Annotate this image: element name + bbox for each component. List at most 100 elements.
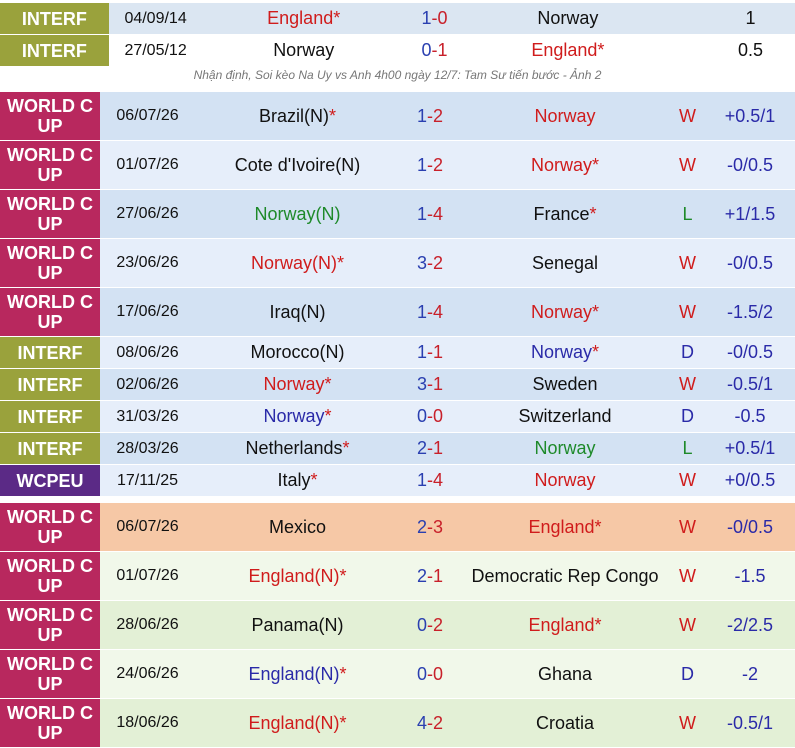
score: 1 -4 [416,301,444,322]
match-row: INTERF 31/03/26 Norway * 0 -0 Switzerland D -0.5 [0,401,795,433]
result: W [679,614,696,635]
home-team: Norway(N) [254,203,341,224]
home-team: Norway * [263,374,332,394]
home-team: England(N) * [248,565,347,586]
match-row: WORLD CUP 17/06/26 Iraq(N) 1 -4 Norway * W -1.5/… [0,288,795,337]
competition: WORLD CUP [0,650,100,698]
handicap: -0.5/1 [726,374,774,394]
result: L [682,438,693,458]
date: 23/06/26 [116,254,179,271]
away-team: Norway * [530,154,600,175]
handicap: -0/0.5 [726,154,774,175]
caption: Nhận định, Soi kèo Na Uy vs Anh 4h00 ngà… [193,68,602,82]
result: W [679,565,696,586]
score: 1 -1 [416,342,444,362]
match-row: INTERF 08/06/26 Morocco(N) 1 -1 Norway * D -0/0.… [0,337,795,369]
spacer [672,35,707,66]
away-team: Democratic Rep Congo [471,565,659,586]
handicap: -0/0.5 [726,516,774,537]
date: 27/05/12 [124,41,187,59]
result: W [679,374,696,394]
date: 28/06/26 [116,616,179,633]
date: 18/06/26 [116,714,179,731]
match-row: WORLD CUP 01/07/26 England(N) * 2 -1 Democrati… [0,552,795,601]
home-team: Italy * [277,470,318,490]
away-team: England * [528,614,602,635]
match-row: WORLD CUP 23/06/26 Norway(N) * 3 -2 Senegal W -0… [0,239,795,288]
match-row: WORLD CUP 06/07/26 Brazil(N) * 1 -2 Norway W +0.… [0,92,795,141]
date: 06/07/26 [116,518,179,535]
result: L [682,203,693,224]
away-team: Senegal [531,252,599,273]
away-team: Ghana [537,663,593,684]
match-row: WORLD CUP 27/06/26 Norway(N) 1 -4 France * L +1/… [0,190,795,239]
date: 04/09/14 [124,9,187,27]
handicap: +0.5/1 [724,105,776,126]
handicap: 1 [745,8,756,28]
home-team: Iraq(N) [269,301,326,322]
date: 01/07/26 [116,567,179,584]
score: 2 -1 [416,565,444,586]
home-team: Cote d'Ivoire(N) [234,154,361,175]
handicap: +0.5/1 [724,438,776,458]
home-team: England(N) * [248,712,347,733]
competition: WCPEU [0,465,100,496]
date: 17/06/26 [116,303,179,320]
handicap: +0/0.5 [724,470,776,490]
match-row: WORLD CUP 06/07/26 Mexico 2 -3 England * W -0/0.… [0,503,795,552]
match-row: WORLD CUP 01/07/26 Cote d'Ivoire(N) 1 -2 Norw… [0,141,795,190]
competition: WORLD CUP [0,190,100,238]
score: 1 -4 [416,470,444,490]
result: W [679,252,696,273]
match-row: INTERF 28/03/26 Netherlands * 2 -1 Norway L +0.5… [0,433,795,465]
away-team: England * [531,40,605,60]
handicap: -0/0.5 [726,342,774,362]
date: 06/07/26 [116,107,179,124]
away-team: Sweden [532,374,598,394]
competition: INTERF [0,3,109,34]
home-team: Norway(N) * [250,252,345,273]
score: 0 -0 [416,406,444,426]
date: 31/03/26 [116,407,179,425]
date: 17/11/25 [116,471,179,489]
date: 01/07/26 [116,156,179,173]
away-team: Norway [534,470,596,490]
match-row: WORLD CUP 18/06/26 England(N) * 4 -2 Croatia W -… [0,699,795,748]
result: D [681,406,694,426]
result: W [679,712,696,733]
score: 2 -1 [416,438,444,458]
score: 3 -1 [416,374,444,394]
score: 3 -2 [416,252,444,273]
competition: INTERF [0,401,100,432]
competition: WORLD CUP [0,92,100,140]
norway-form-table: WORLD CUP 06/07/26 Brazil(N) * 1 -2 Norway W +0.… [0,92,795,497]
handicap: +1/1.5 [724,203,776,224]
competition: WORLD CUP [0,288,100,336]
match-row: INTERF 27/05/12 Norway 0 -1 England * 0.5 [0,35,795,67]
score: 1 -4 [416,203,444,224]
home-team: Norway [273,40,335,60]
home-team: Morocco(N) [250,342,345,362]
away-team: England * [528,516,602,537]
handicap: -0.5 [734,406,766,426]
home-team: Panama(N) [251,614,344,635]
competition: WORLD CUP [0,552,100,600]
away-team: Switzerland [518,406,612,426]
score: 1 -2 [416,105,444,126]
head-to-head-table: INTERF 04/09/14 England * 1 -0 Norway 1 INTERF 27… [0,3,795,67]
result: W [679,301,696,322]
spacer [672,3,707,34]
score: 0 -1 [421,40,448,60]
competition: INTERF [0,35,109,66]
england-form-table: WORLD CUP 06/07/26 Mexico 2 -3 England * W -0/0.… [0,503,795,748]
competition: WORLD CUP [0,699,100,747]
match-row: INTERF 04/09/14 England * 1 -0 Norway 1 [0,3,795,35]
away-team: France * [533,203,597,224]
date: 28/03/26 [116,439,179,457]
score: 4 -2 [416,712,444,733]
competition: WORLD CUP [0,141,100,189]
match-row: INTERF 02/06/26 Norway * 3 -1 Sweden W -0.5/1 [0,369,795,401]
match-row: WORLD CUP 24/06/26 England(N) * 0 -0 Ghana D -2 [0,650,795,699]
date: 02/06/26 [116,375,179,393]
